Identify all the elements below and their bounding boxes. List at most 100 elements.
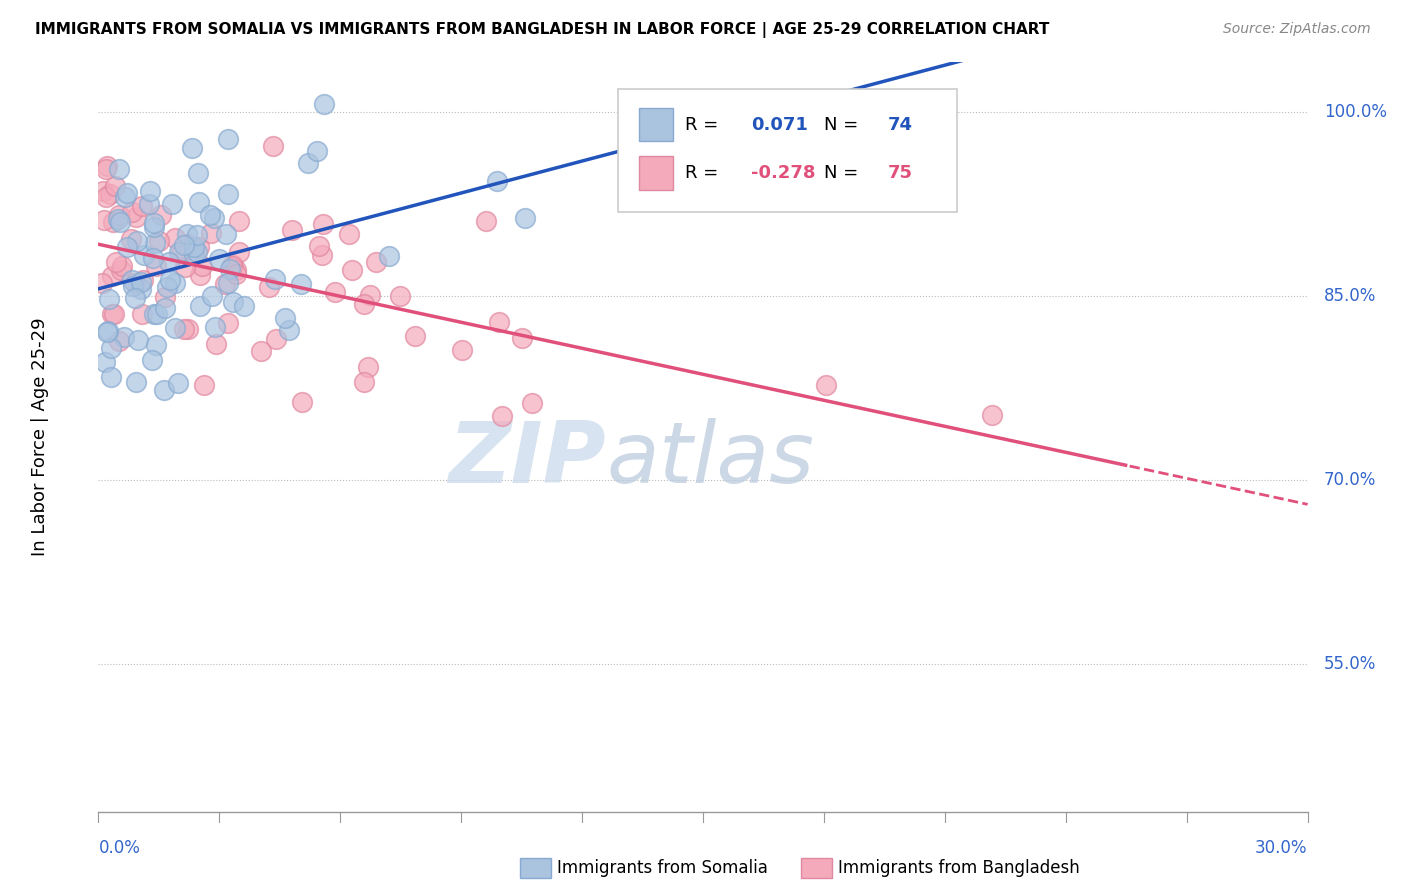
Point bbox=[145, 307, 167, 321]
Point bbox=[120, 232, 142, 246]
Point bbox=[262, 138, 284, 153]
Point bbox=[515, 211, 537, 226]
Point bbox=[214, 277, 236, 292]
Point bbox=[404, 329, 426, 343]
Point bbox=[297, 156, 319, 170]
Point bbox=[148, 234, 170, 248]
Bar bbox=[638, 108, 673, 142]
Point bbox=[110, 263, 132, 277]
Point bbox=[174, 260, 197, 274]
Point bbox=[475, 214, 498, 228]
Text: Immigrants from Somalia: Immigrants from Somalia bbox=[557, 859, 768, 877]
Point bbox=[308, 239, 330, 253]
Point bbox=[215, 227, 238, 241]
Point bbox=[143, 235, 166, 250]
Point bbox=[207, 252, 229, 267]
Point bbox=[176, 237, 198, 252]
Point bbox=[217, 276, 239, 290]
Point bbox=[145, 260, 167, 274]
Point bbox=[266, 332, 288, 346]
Point bbox=[312, 97, 335, 112]
Point bbox=[814, 377, 837, 392]
Point bbox=[104, 178, 127, 193]
Point bbox=[281, 222, 304, 236]
Point bbox=[115, 240, 138, 254]
Point bbox=[187, 240, 209, 254]
Point bbox=[221, 259, 243, 273]
Point bbox=[186, 228, 208, 243]
Point bbox=[124, 292, 146, 306]
Point bbox=[163, 321, 186, 335]
Point bbox=[122, 278, 145, 293]
Point bbox=[97, 293, 120, 307]
Point bbox=[290, 277, 312, 291]
Point bbox=[112, 330, 135, 344]
Point bbox=[91, 184, 114, 198]
Point bbox=[121, 273, 143, 287]
Point bbox=[153, 383, 176, 397]
Text: Immigrants from Bangladesh: Immigrants from Bangladesh bbox=[838, 859, 1080, 877]
FancyBboxPatch shape bbox=[619, 88, 957, 212]
Text: 0.071: 0.071 bbox=[751, 116, 808, 134]
Point bbox=[180, 141, 202, 155]
Point bbox=[217, 316, 239, 330]
Point bbox=[108, 334, 131, 349]
Point bbox=[100, 268, 122, 283]
Text: 0.0%: 0.0% bbox=[98, 838, 141, 856]
Text: -0.278: -0.278 bbox=[751, 164, 815, 182]
Point bbox=[378, 249, 401, 263]
Point bbox=[108, 208, 131, 222]
Text: Source: ZipAtlas.com: Source: ZipAtlas.com bbox=[1223, 22, 1371, 37]
Point bbox=[187, 166, 209, 180]
Point bbox=[157, 255, 180, 269]
Point bbox=[491, 409, 513, 424]
Point bbox=[131, 198, 153, 212]
Point bbox=[131, 307, 153, 321]
Point bbox=[101, 215, 124, 229]
Point bbox=[93, 213, 115, 227]
Point bbox=[96, 190, 118, 204]
Point bbox=[132, 273, 155, 287]
Point bbox=[167, 245, 190, 260]
Point bbox=[94, 161, 117, 176]
Point bbox=[193, 378, 215, 392]
Point bbox=[183, 240, 205, 254]
Point bbox=[107, 161, 129, 176]
Point bbox=[200, 288, 222, 302]
Text: R =: R = bbox=[685, 116, 724, 134]
Point bbox=[91, 277, 114, 291]
Point bbox=[104, 255, 127, 269]
Point bbox=[100, 341, 122, 355]
Point bbox=[143, 220, 166, 235]
Point bbox=[114, 190, 136, 204]
Point bbox=[510, 331, 533, 345]
Point bbox=[127, 334, 149, 348]
Point bbox=[204, 320, 226, 334]
Point bbox=[228, 214, 250, 228]
Point bbox=[312, 217, 335, 231]
Point bbox=[143, 216, 166, 230]
Point bbox=[353, 375, 375, 389]
Point bbox=[190, 259, 212, 273]
Point bbox=[305, 144, 328, 158]
Point bbox=[187, 195, 209, 210]
Point bbox=[169, 245, 191, 260]
Point bbox=[142, 307, 165, 321]
Text: 74: 74 bbox=[889, 116, 912, 134]
Point bbox=[138, 197, 160, 211]
Point bbox=[159, 273, 181, 287]
Point bbox=[388, 289, 411, 303]
Point bbox=[100, 369, 122, 384]
Point bbox=[149, 208, 172, 222]
Point bbox=[186, 245, 208, 260]
Point bbox=[163, 276, 186, 290]
Point bbox=[311, 248, 333, 262]
Text: 75: 75 bbox=[889, 164, 912, 182]
Point bbox=[97, 324, 120, 338]
Point bbox=[108, 215, 131, 229]
Point bbox=[162, 197, 184, 211]
Point bbox=[173, 237, 195, 252]
Bar bbox=[638, 156, 673, 190]
Point bbox=[353, 296, 375, 310]
Point bbox=[485, 174, 508, 188]
